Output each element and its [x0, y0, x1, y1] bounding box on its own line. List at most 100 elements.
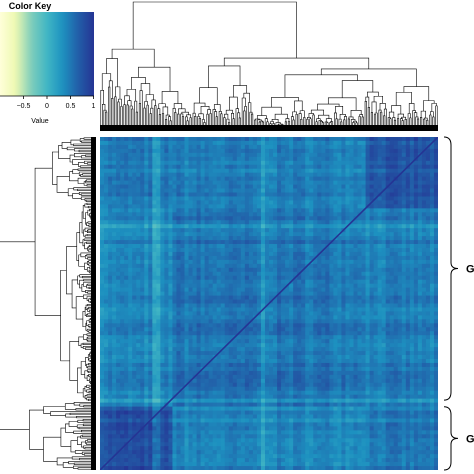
- heatmap-cell: [112, 323, 117, 328]
- heatmap-cell: [232, 184, 238, 189]
- heatmap-cell: [273, 192, 278, 197]
- heatmap-cell: [397, 160, 403, 166]
- heatmap-cell: [228, 188, 234, 193]
- heatmap-cell: [325, 275, 330, 281]
- heatmap-cell: [252, 307, 258, 312]
- heatmap-cell: [305, 212, 310, 217]
- heatmap-cell: [353, 184, 358, 189]
- heatmap-cell: [269, 224, 274, 229]
- heatmap-cell: [172, 244, 177, 249]
- heatmap-cell: [385, 240, 391, 245]
- heatmap-cell: [196, 137, 201, 142]
- heatmap-cell: [232, 168, 238, 174]
- heatmap-cell: [409, 271, 415, 277]
- heatmap-cell: [309, 299, 314, 304]
- heatmap-cell: [124, 192, 129, 197]
- heatmap-cell: [421, 259, 427, 265]
- heatmap-cell: [252, 220, 258, 225]
- heatmap-cell: [381, 307, 387, 312]
- heatmap-cell: [333, 164, 338, 170]
- heatmap-cell: [277, 200, 282, 205]
- heatmap-cell: [281, 267, 286, 273]
- heatmap-cell: [341, 303, 346, 308]
- heatmap-cell: [148, 156, 153, 162]
- heatmap-cell: [313, 263, 318, 269]
- heatmap-cell: [337, 224, 342, 229]
- heatmap-cell: [104, 259, 109, 265]
- heatmap-cell: [188, 212, 193, 217]
- heatmap-cell: [269, 259, 274, 265]
- heatmap-cell: [377, 224, 383, 229]
- heatmap-cell: [260, 216, 266, 221]
- heatmap-cell: [309, 156, 314, 162]
- heatmap-cell: [164, 160, 169, 166]
- dendrogram-branch: [168, 116, 171, 127]
- dendrogram-branch: [108, 86, 111, 127]
- heatmap-cell: [196, 144, 201, 150]
- heatmap-cell: [100, 327, 105, 332]
- heatmap-cell: [433, 267, 438, 273]
- heatmap-cell: [240, 232, 246, 237]
- heatmap-cell: [252, 196, 258, 201]
- heatmap-cell: [252, 236, 258, 241]
- heatmap-cell: [124, 204, 129, 209]
- heatmap-cell: [397, 236, 403, 241]
- dendrogram-branch: [127, 100, 132, 107]
- heatmap-cell: [176, 156, 181, 162]
- heatmap-cell: [248, 184, 254, 189]
- heatmap-cell: [220, 144, 226, 150]
- heatmap-cell: [188, 315, 193, 320]
- heatmap-cell: [385, 236, 391, 241]
- heatmap-cell: [421, 267, 427, 273]
- heatmap-cell: [160, 164, 165, 170]
- heatmap-cell: [140, 275, 145, 281]
- dendrogram-branch: [213, 104, 221, 112]
- heatmap-cell: [305, 192, 310, 197]
- heatmap-cell: [389, 271, 395, 277]
- heatmap-cell: [313, 196, 318, 201]
- heatmap-cell: [401, 164, 407, 170]
- heatmap-cell: [136, 228, 141, 233]
- heatmap-cell: [417, 323, 423, 328]
- heatmap-cell: [244, 160, 250, 166]
- heatmap-cell: [196, 192, 201, 197]
- heatmap-cell: [232, 208, 238, 213]
- heatmap-cell: [128, 200, 133, 205]
- heatmap-cell: [108, 303, 113, 308]
- heatmap-cell: [277, 295, 282, 300]
- heatmap-cell: [216, 295, 222, 300]
- heatmap-cell: [361, 160, 366, 166]
- heatmap-cell: [285, 311, 290, 316]
- heatmap-cell: [329, 176, 334, 181]
- heatmap-cell: [365, 279, 370, 285]
- dendrogram-branch: [193, 102, 206, 114]
- dendrogram-branch: [271, 119, 279, 123]
- heatmap-cell: [260, 263, 266, 269]
- heatmap-cell: [341, 200, 346, 205]
- heatmap-cell: [273, 176, 278, 181]
- dendrogram-branch: [423, 118, 426, 127]
- heatmap-cell: [128, 271, 133, 277]
- heatmap-cell: [293, 287, 298, 292]
- heatmap-cell: [417, 244, 423, 249]
- heatmap-cell: [216, 299, 222, 304]
- heatmap-cell: [244, 236, 250, 241]
- heatmap-cell: [361, 172, 366, 178]
- heatmap-cell: [264, 224, 270, 229]
- heatmap-cell: [409, 164, 415, 170]
- heatmap-cell: [277, 172, 282, 178]
- heatmap-cell: [389, 144, 395, 150]
- heatmap-cell: [164, 196, 169, 201]
- heatmap-cell: [156, 303, 161, 308]
- heatmap-cell: [413, 251, 419, 257]
- heatmap-cell: [196, 240, 201, 245]
- heatmap-cell: [136, 192, 141, 197]
- heatmap-cell: [273, 255, 278, 261]
- heatmap-cell: [305, 168, 310, 174]
- heatmap-cell: [216, 255, 222, 261]
- dendrogram-branch: [84, 234, 93, 238]
- heatmap-cell: [144, 152, 149, 158]
- heatmap-cell: [260, 240, 266, 245]
- heatmap-cell: [184, 307, 189, 312]
- heatmap-cell: [377, 184, 383, 189]
